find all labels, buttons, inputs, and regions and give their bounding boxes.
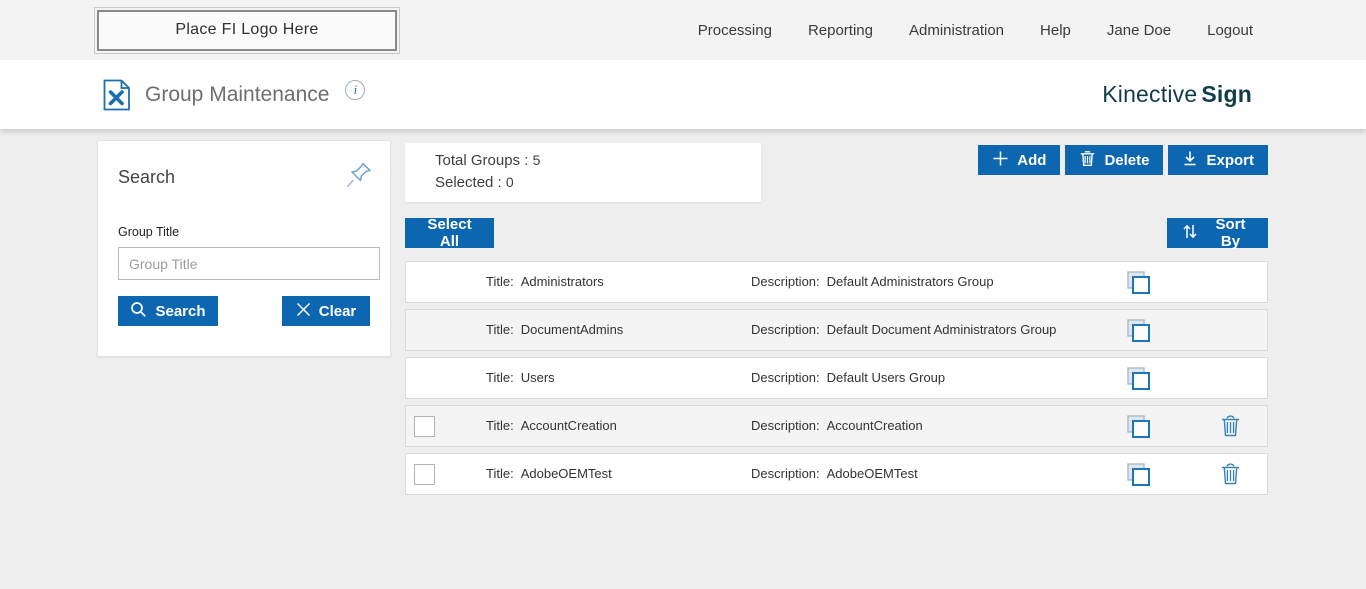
copy-icon[interactable] — [1125, 365, 1152, 392]
search-panel-title: Search — [118, 167, 176, 187]
row-description-value: Default Users Group — [826, 370, 946, 385]
x-icon — [296, 302, 311, 321]
sort-by-label: Sort By — [1215, 216, 1246, 250]
export-button-label: Export — [1206, 151, 1254, 169]
fi-logo-placeholder: Place FI Logo Here — [94, 6, 400, 54]
topbar: Place FI Logo Here Processing Reporting … — [0, 0, 1366, 60]
download-icon — [1182, 150, 1198, 171]
group-row: Title: Users Description: Default Users Gr… — [405, 357, 1268, 399]
group-row: Title: AdobeOEMTest Description: AdobeOEMT… — [405, 453, 1268, 495]
row-title-label: Title: — [486, 322, 514, 337]
row-checkbox[interactable] — [414, 463, 435, 485]
nav-help[interactable]: Help — [1040, 21, 1071, 39]
row-title-value: DocumentAdmins — [520, 322, 624, 337]
add-button-label: Add — [1017, 151, 1047, 169]
page-title: Group Maintenance — [145, 82, 330, 106]
groups-section: Total Groups : 5 Selected : 0 Add — [405, 140, 1268, 501]
nav-processing[interactable]: Processing — [697, 21, 772, 39]
row-title-label: Title: — [486, 274, 514, 289]
row-checkbox[interactable] — [414, 415, 435, 437]
copy-icon[interactable] — [1125, 461, 1152, 488]
export-button[interactable]: Export — [1168, 145, 1268, 175]
selected-value: 0 — [505, 174, 514, 190]
row-description-value: AccountCreation — [826, 418, 923, 433]
total-groups-label: Total Groups : — [435, 152, 529, 169]
selected-count: Selected : 0 — [435, 174, 761, 191]
summary-box: Total Groups : 5 Selected : 0 — [405, 143, 761, 202]
row-title-value: Administrators — [520, 274, 604, 289]
group-title-input[interactable] — [118, 247, 380, 280]
clear-button-label: Clear — [318, 302, 357, 320]
info-icon[interactable]: i — [345, 79, 366, 100]
row-description-value: Default Administrators Group — [826, 274, 994, 289]
row-title-value: Users — [520, 370, 555, 385]
delete-row-icon[interactable] — [1220, 462, 1241, 486]
search-button[interactable]: Search — [118, 296, 218, 326]
group-title-label: Group Title — [118, 225, 180, 239]
row-description-label: Description: — [751, 466, 820, 481]
brand-regular: Kinective — [1102, 81, 1198, 107]
brand-bold: Sign — [1201, 81, 1252, 107]
brand-logo: Kinective Sign — [1102, 81, 1252, 108]
clear-button[interactable]: Clear — [282, 296, 370, 326]
copy-icon[interactable] — [1125, 317, 1152, 344]
magnifier-icon — [130, 301, 147, 322]
trash-icon — [1079, 149, 1096, 171]
search-panel: Search Group Title Search — [97, 140, 391, 357]
row-title-label: Title: — [486, 418, 514, 433]
row-description-value: AdobeOEMTest — [826, 466, 918, 481]
page-header: Group Maintenance i Kinective Sign — [0, 60, 1366, 129]
copy-icon[interactable] — [1125, 413, 1152, 440]
selected-label: Selected : — [435, 174, 502, 191]
top-nav: Processing Reporting Administration Help… — [698, 22, 1253, 39]
total-groups: Total Groups : 5 — [435, 152, 761, 169]
delete-button[interactable]: Delete — [1065, 145, 1164, 175]
row-description-label: Description: — [751, 322, 820, 337]
delete-button-label: Delete — [1104, 151, 1150, 169]
push-pin-icon[interactable] — [344, 159, 374, 191]
nav-administration[interactable]: Administration — [908, 21, 1005, 39]
fi-logo-text: Place FI Logo Here — [175, 21, 319, 38]
group-list: Title: Administrators Description: Default… — [405, 261, 1268, 495]
select-all-label: Select All — [427, 216, 472, 250]
add-button[interactable]: Add — [978, 145, 1061, 175]
copy-icon[interactable] — [1125, 269, 1152, 296]
group-maintenance-icon — [100, 78, 133, 112]
main-content: Search Group Title Search — [0, 129, 1366, 501]
group-row: Title: DocumentAdmins Description: Default… — [405, 309, 1268, 351]
nav-user-menu[interactable]: Jane Doe — [1106, 21, 1172, 39]
nav-reporting[interactable]: Reporting — [807, 21, 873, 39]
search-button-label: Search — [155, 302, 206, 320]
delete-row-icon[interactable] — [1220, 414, 1241, 438]
row-title-label: Title: — [486, 370, 514, 385]
row-description-label: Description: — [751, 418, 820, 433]
nav-logout[interactable]: Logout — [1207, 21, 1253, 39]
total-groups-value: 5 — [532, 152, 541, 168]
row-title-value: AccountCreation — [520, 418, 617, 433]
sort-by-button[interactable]: Sort By — [1167, 216, 1268, 250]
select-all-button[interactable]: Select All — [405, 216, 494, 250]
row-description-label: Description: — [751, 274, 820, 289]
plus-icon — [992, 150, 1009, 171]
row-description-label: Description: — [751, 370, 820, 385]
row-title-value: AdobeOEMTest — [520, 466, 612, 481]
up-down-arrows-icon — [1181, 223, 1199, 244]
group-row: Title: AccountCreation Description: Accoun… — [405, 405, 1268, 447]
group-row: Title: Administrators Description: Default… — [405, 261, 1268, 303]
row-description-value: Default Document Administrators Group — [826, 322, 1057, 337]
row-title-label: Title: — [486, 466, 514, 481]
